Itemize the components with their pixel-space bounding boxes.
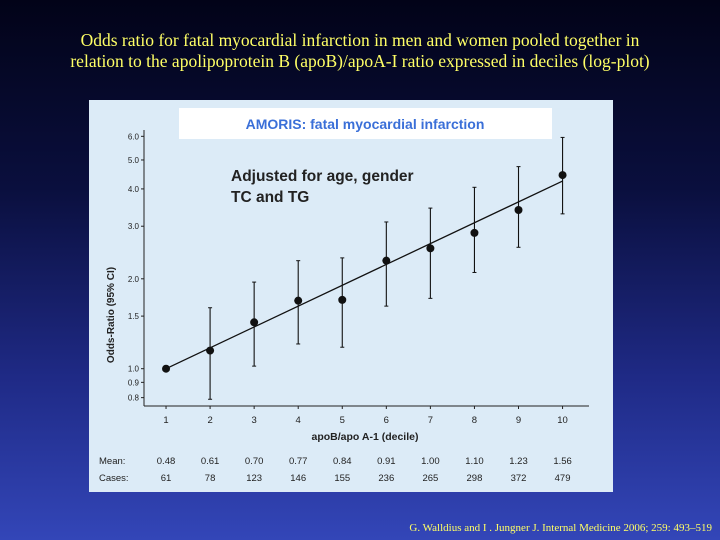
- data-point: [294, 296, 303, 305]
- y-tick-label: 0.9: [128, 378, 140, 387]
- data-point: [338, 295, 347, 304]
- table-cell-mean: 0.77: [289, 456, 308, 467]
- table-cell-mean: 1.10: [465, 456, 484, 467]
- slide-title-line-1: Odds ratio for fatal myocardial infarcti…: [80, 30, 640, 50]
- table-cell-mean: 0.91: [377, 456, 396, 467]
- table-cell-cases: 78: [205, 473, 216, 484]
- data-point: [250, 318, 259, 327]
- chart-title: AMORIS: fatal myocardial infarction: [246, 116, 485, 132]
- x-tick-label: 8: [472, 415, 477, 426]
- citation: G. Walldius and I . Jungner J. Internal …: [409, 522, 712, 534]
- table-cell-cases: 298: [467, 473, 483, 484]
- chart-svg: AMORIS: fatal myocardial infarction Adju…: [99, 108, 589, 484]
- x-tick-label: 4: [296, 415, 301, 426]
- data-point: [382, 256, 391, 265]
- table-cell-cases: 146: [290, 473, 306, 484]
- y-tick-label: 0.8: [128, 394, 140, 403]
- x-tick-label: 9: [516, 415, 521, 426]
- table-cell-mean: 0.48: [157, 456, 176, 467]
- x-tick-label: 10: [557, 415, 568, 426]
- table-cell-cases: 479: [555, 473, 571, 484]
- y-axis-label: Odds-Ratio (95% CI): [106, 267, 117, 363]
- slide-title: Odds ratio for fatal myocardial infarcti…: [0, 30, 720, 72]
- table-cell-cases: 265: [422, 473, 438, 484]
- table-cell-cases: 372: [511, 473, 527, 484]
- table-cell-mean: 0.70: [245, 456, 263, 467]
- y-tick-label: 4.0: [128, 185, 140, 194]
- data-point: [514, 205, 523, 214]
- table-cell-cases: 123: [246, 473, 262, 484]
- y-tick-label: 1.0: [128, 365, 140, 374]
- data-point: [206, 346, 215, 355]
- table-cell-mean: 0.61: [201, 456, 220, 467]
- y-tick-label: 3.0: [128, 222, 140, 231]
- y-tick-label: 5.0: [128, 156, 140, 165]
- table-cells: 0.48 61 0.61 78 0.70 123 0.77 146 0.84 155 0.91 236…: [157, 456, 572, 484]
- slide-title-line-2: relation to the apolipoprotein B (apoB)/…: [70, 51, 650, 71]
- x-tick-label: 2: [207, 415, 212, 426]
- table-cell-mean: 0.84: [333, 456, 352, 467]
- data-point: [426, 244, 435, 253]
- table-cell-cases: 155: [334, 473, 350, 484]
- x-axis-label: apoB/apo A-1 (decile): [312, 431, 419, 443]
- table-cell-cases: 61: [161, 473, 172, 484]
- table-row-label-cases: Cases:: [99, 473, 129, 484]
- chart-panel: AMORIS: fatal myocardial infarction Adju…: [89, 100, 613, 492]
- x-tick-label: 5: [340, 415, 345, 426]
- y-ticks: 0.8 0.9 1.0 1.5 2.0 3.0 4.0 5.0 6.0: [128, 132, 144, 403]
- data-points: [162, 171, 567, 373]
- x-tick-label: 1: [163, 415, 168, 426]
- data-point: [162, 364, 171, 373]
- y-tick-label: 6.0: [128, 132, 140, 141]
- chart-title-box: [179, 108, 552, 139]
- annotation-line-2: TC and TG: [231, 189, 309, 206]
- x-tick-label: 6: [384, 415, 389, 426]
- trend-line-group: [165, 180, 563, 370]
- table-cell-mean: 1.56: [553, 456, 572, 467]
- x-tick-label: 3: [252, 415, 257, 426]
- y-tick-label: 1.5: [128, 312, 140, 321]
- table-cell-mean: 1.00: [421, 456, 440, 467]
- y-tick-label: 2.0: [128, 275, 140, 284]
- annotation-line-1: Adjusted for age, gender: [231, 168, 414, 185]
- x-tick-label: 7: [428, 415, 433, 426]
- table-cell-cases: 236: [378, 473, 394, 484]
- data-point: [558, 171, 567, 180]
- table-row-label-mean: Mean:: [99, 456, 125, 467]
- x-ticks: 1 2 3 4 5 6 7 8 9 10: [163, 406, 568, 426]
- data-point: [470, 228, 479, 237]
- trend-line: [165, 180, 563, 370]
- table-cell-mean: 1.23: [509, 456, 528, 467]
